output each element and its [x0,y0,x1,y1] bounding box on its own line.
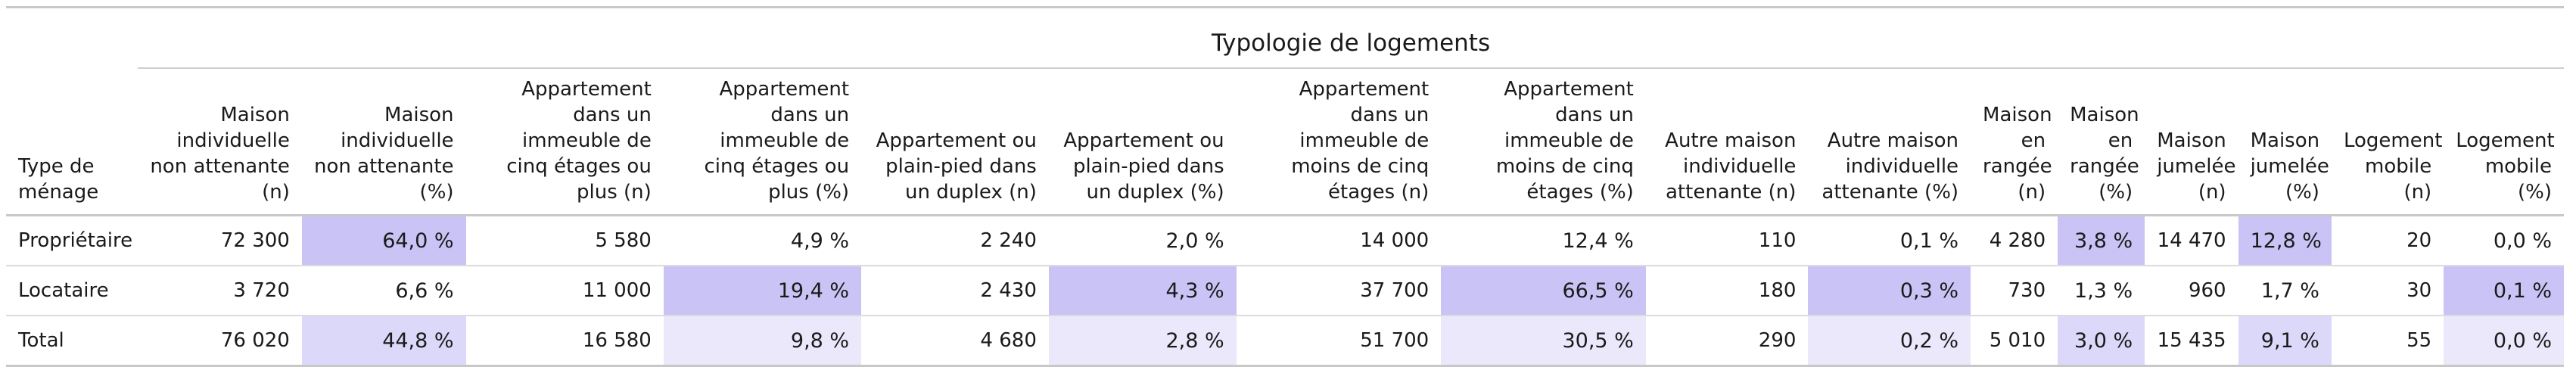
housing-table-container: Typologie de logements Type de ménage Ma… [6,6,2564,367]
table-cell: 2 240 [861,215,1049,266]
table-cell: 2,8 % [1048,316,1237,367]
table-cell: 5 580 [465,215,664,266]
row-label: Total [6,316,138,367]
table-cell: 19,4 % [663,266,862,316]
table-cell: 1,3 % [2058,266,2145,316]
table-cell: 15 435 [2145,316,2238,367]
table-cell: 12,4 % [1441,215,1646,266]
column-header: Appartement dans un immeuble de cinq éta… [465,68,664,216]
row-label: Propriétaire [6,215,138,266]
table-cell: 76 020 [138,316,302,367]
column-header: Maison jumelée (%) [2238,68,2332,216]
row-label: Locataire [6,266,138,316]
column-header: Maison en rangée (%) [2058,68,2145,216]
table-cell: 9,1 % [2238,316,2332,367]
column-header-row: Type de ménage Maison individuelle non a… [6,68,2564,216]
table-cell: 0,1 % [1808,215,1971,266]
table-cell: 51 700 [1236,316,1442,367]
row-header-label: Type de ménage [6,68,138,216]
table-cell: 4,9 % [663,215,862,266]
column-header: Appartement dans un immeuble de moins de… [1236,68,1442,216]
housing-typology-table: Typologie de logements Type de ménage Ma… [6,6,2564,367]
table-cell: 14 000 [1236,215,1442,266]
table-cell: 3 720 [138,266,302,316]
table-cell: 6,6 % [301,266,466,316]
table-cell: 0,0 % [2444,215,2564,266]
column-header: Maison individuelle non attenante (n) [138,68,302,216]
table-cell: 66,5 % [1441,266,1646,316]
table-cell: 730 [1971,266,2058,316]
column-header: Maison jumelée (n) [2145,68,2238,216]
column-header: Appartement dans un immeuble de moins de… [1441,68,1646,216]
table-cell: 290 [1645,316,1809,367]
table-cell: 30,5 % [1441,316,1646,367]
table-cell: 960 [2145,266,2238,316]
table-cell: 5 010 [1971,316,2058,367]
table-cell: 0,3 % [1808,266,1971,316]
table-cell: 16 580 [465,316,664,367]
column-header: Logement mobile (%) [2444,68,2564,216]
table-cell: 4 680 [861,316,1049,367]
table-cell: 12,8 % [2238,215,2332,266]
table-cell: 0,1 % [2444,266,2564,316]
column-header: Appartement ou plain-pied dans un duplex… [861,68,1049,216]
super-header-row: Typologie de logements [6,6,2564,69]
super-header-title: Typologie de logements [138,6,2564,69]
column-header: Appartement ou plain-pied dans un duplex… [1048,68,1237,216]
table-row-locataire: Locataire 3 720 6,6 % 11 000 19,4 % 2 43… [6,266,2564,316]
table-cell: 2 430 [861,266,1049,316]
table-cell: 110 [1645,215,1809,266]
table-cell: 2,0 % [1048,215,1237,266]
table-cell: 3,8 % [2058,215,2145,266]
table-cell: 1,7 % [2238,266,2332,316]
column-header: Autre maison individuelle attenante (n) [1645,68,1809,216]
table-cell: 9,8 % [663,316,862,367]
table-row-proprietaire: Propriétaire 72 300 64,0 % 5 580 4,9 % 2… [6,215,2564,266]
table-cell: 20 [2331,215,2444,266]
table-cell: 72 300 [138,215,302,266]
table-cell: 55 [2331,316,2444,367]
column-header: Maison en rangée (n) [1971,68,2058,216]
table-cell: 11 000 [465,266,664,316]
super-header-spacer [6,6,138,68]
column-header: Logement mobile (n) [2331,68,2444,216]
column-header: Appartement dans un immeuble de cinq éta… [663,68,862,216]
table-cell: 44,8 % [301,316,466,367]
column-header: Maison individuelle non attenante (%) [301,68,466,216]
table-cell: 64,0 % [301,215,466,266]
table-cell: 14 470 [2145,215,2238,266]
table-cell: 4,3 % [1048,266,1237,316]
table-cell: 180 [1645,266,1809,316]
table-cell: 30 [2331,266,2444,316]
table-cell: 3,0 % [2058,316,2145,367]
table-cell: 37 700 [1236,266,1442,316]
column-header: Autre maison individuelle attenante (%) [1808,68,1971,216]
table-cell: 0,0 % [2444,316,2564,367]
table-cell: 4 280 [1971,215,2058,266]
table-row-total: Total 76 020 44,8 % 16 580 9,8 % 4 680 2… [6,316,2564,367]
table-cell: 0,2 % [1808,316,1971,367]
